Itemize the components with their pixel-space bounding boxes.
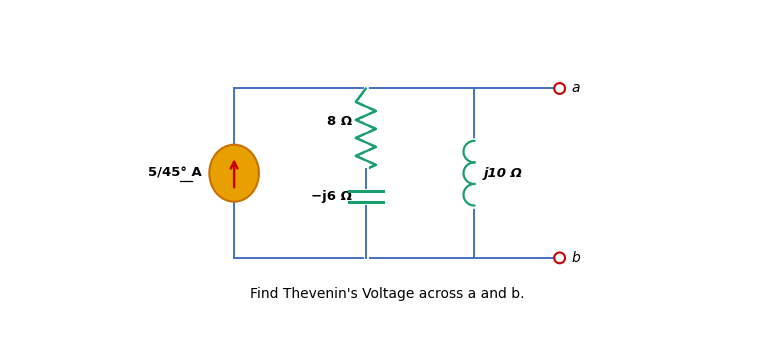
Text: a: a xyxy=(572,82,580,95)
Text: −j6 Ω: −j6 Ω xyxy=(311,190,352,203)
Text: b: b xyxy=(572,251,580,265)
Ellipse shape xyxy=(210,145,259,202)
Text: 5/45° A: 5/45° A xyxy=(148,167,201,180)
Circle shape xyxy=(554,253,565,263)
Text: 8 Ω: 8 Ω xyxy=(327,115,352,128)
Text: j10 Ω: j10 Ω xyxy=(484,167,522,180)
Text: Find Thevenin's Voltage across a and b.: Find Thevenin's Voltage across a and b. xyxy=(251,287,525,301)
Circle shape xyxy=(554,83,565,94)
